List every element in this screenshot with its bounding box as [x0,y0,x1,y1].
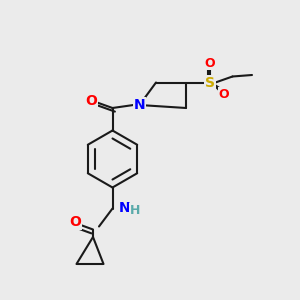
Text: O: O [85,94,98,107]
Text: O: O [69,215,81,229]
Text: H: H [130,203,140,217]
Text: O: O [205,56,215,70]
Text: N: N [134,98,145,112]
Text: O: O [218,88,229,101]
Text: N: N [118,202,130,215]
Text: S: S [205,76,215,89]
